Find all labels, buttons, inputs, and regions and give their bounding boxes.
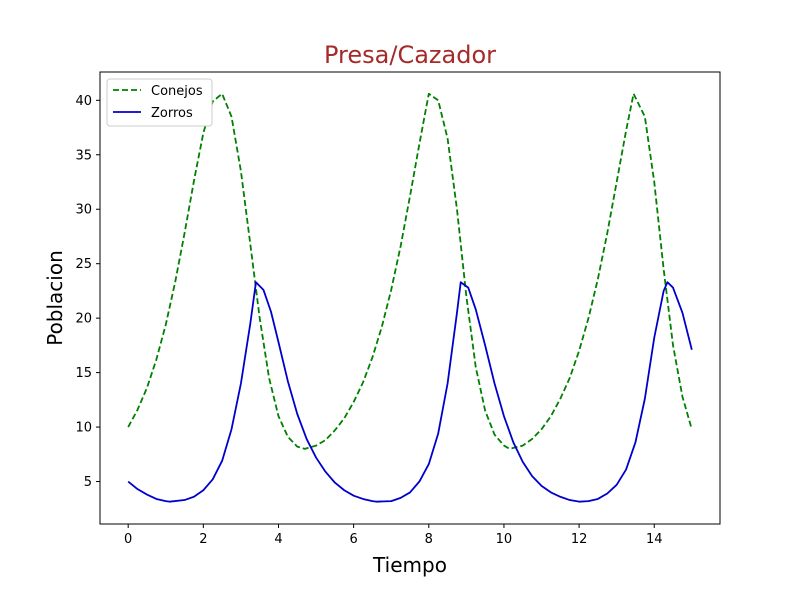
x-tick-label: 6	[349, 532, 357, 547]
x-tick-label: 8	[425, 532, 433, 547]
y-axis-label: Poblacion	[43, 250, 67, 346]
y-tick-label: 5	[84, 475, 92, 490]
x-axis-ticks: 0 2 4 6 8 10 12 14	[124, 524, 663, 547]
x-tick-label: 14	[646, 532, 663, 547]
y-tick-label: 35	[75, 148, 92, 163]
series-line-zorros	[127, 281, 693, 503]
y-tick-label: 25	[75, 257, 92, 272]
x-tick-label: 4	[274, 532, 282, 547]
x-axis-label: Tiempo	[372, 553, 447, 577]
series-line-conejos	[127, 92, 693, 450]
y-axis-ticks: 5 10 15 20 25 30 35 40	[75, 94, 100, 490]
series-layer	[127, 92, 693, 503]
plot-area-frame	[99, 71, 721, 525]
x-tick-label: 12	[571, 532, 588, 547]
x-tick-label: 0	[124, 532, 132, 547]
y-tick-label: 15	[75, 366, 92, 381]
y-tick-label: 20	[75, 312, 92, 327]
legend-label-conejos: Conejos	[151, 84, 203, 99]
x-tick-label: 10	[496, 532, 513, 547]
legend-label-zorros: Zorros	[151, 106, 193, 121]
chart-title: Presa/Cazador	[324, 41, 496, 69]
y-tick-label: 30	[75, 203, 92, 218]
x-tick-label: 2	[199, 532, 207, 547]
y-tick-label: 10	[75, 421, 92, 436]
y-tick-label: 40	[75, 94, 92, 109]
legend: Conejos Zorros	[106, 78, 213, 127]
